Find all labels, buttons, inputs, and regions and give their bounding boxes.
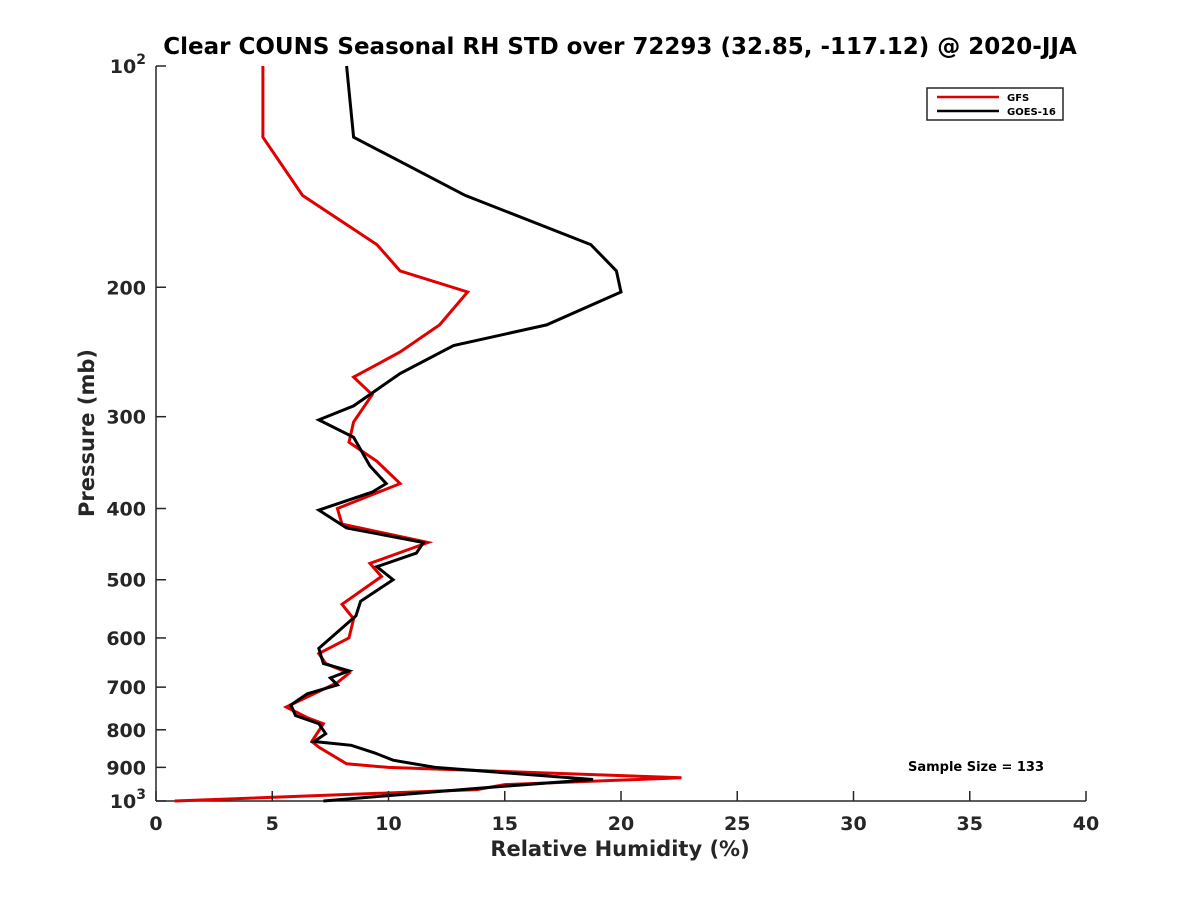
x-tick-label: 20 — [608, 813, 634, 835]
y-tick-label: 800 — [106, 720, 146, 742]
y-tick-label: 400 — [106, 499, 146, 521]
legend-box — [926, 87, 1064, 121]
tick-layer: 0 5 10 15 20 25 30 35 40102200300400500600700800… — [106, 52, 1099, 835]
x-tick-label: 0 — [149, 813, 162, 835]
y-tick-label-exponent: 3 — [136, 787, 146, 803]
plot-axes — [155, 66, 1086, 802]
y-tick-label-base: 10 — [110, 56, 136, 78]
legend-label-goes-16: GOES-16 — [1007, 107, 1056, 118]
series-layer — [174, 65, 682, 803]
x-tick-label: 30 — [840, 813, 866, 835]
series-line-goes-16 — [289, 65, 623, 803]
y-tick-label: 500 — [106, 570, 146, 592]
sample-size-annotation: Sample Size = 133 — [908, 760, 1044, 775]
y-tick-label: 600 — [106, 628, 146, 650]
y-tick-label: 900 — [106, 757, 146, 779]
chart-title: Clear COUNS Seasonal RH STD over 72293 (… — [163, 34, 1077, 60]
y-axis-title: Pressure (mb) — [75, 349, 99, 517]
x-tick-label: 35 — [957, 813, 983, 835]
y-tick-label: 200 — [106, 277, 146, 299]
x-tick-label: 15 — [492, 813, 518, 835]
x-tick-label: 10 — [375, 813, 401, 835]
x-tick-label: 5 — [266, 813, 279, 835]
legend: GFS GOES-16 — [926, 87, 1064, 121]
legend-label-gfs: GFS — [1007, 93, 1029, 104]
series-line-gfs — [174, 66, 682, 803]
x-tick-label: 40 — [1073, 813, 1099, 835]
y-tick-label-base: 10 — [110, 791, 136, 813]
y-tick-label: 102 — [110, 52, 146, 78]
x-axis-title: Relative Humidity (%) — [490, 837, 749, 861]
y-tick-label-exponent: 2 — [136, 52, 146, 68]
y-tick-label: 103 — [110, 787, 146, 813]
x-tick-label: 25 — [724, 813, 750, 835]
y-tick-label: 300 — [106, 407, 146, 429]
y-tick-label: 700 — [106, 677, 146, 699]
